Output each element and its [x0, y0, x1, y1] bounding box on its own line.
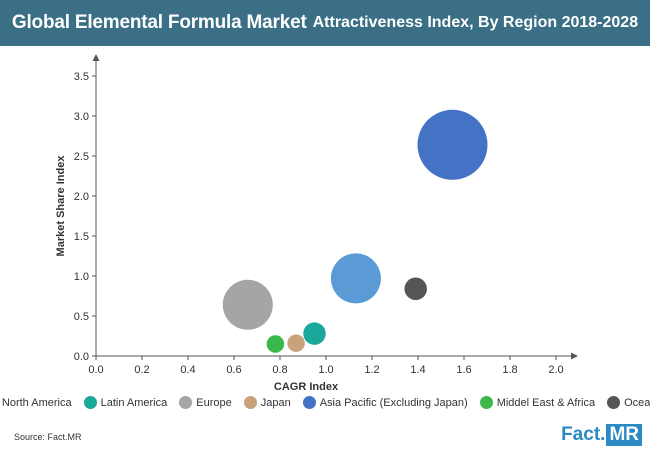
y-tick-label: 1.0 — [74, 271, 89, 283]
x-tick-label: 1.0 — [318, 364, 333, 376]
x-tick-label: 0.2 — [134, 364, 149, 376]
y-tick-label: 2.5 — [74, 151, 89, 163]
chart-subtitle: Attractiveness Index, By Region 2018-202… — [312, 14, 639, 31]
y-axis-title: Market Share Index — [55, 155, 67, 257]
bubble-asia-pacific-excluding-japan — [417, 109, 488, 180]
legend-item-asia-pacific-excluding-japan: Asia Pacific (Excluding Japan) — [302, 396, 468, 409]
legend-label: Oceania — [624, 396, 650, 409]
logo-mr-text: MR — [606, 424, 642, 446]
x-axis-arrow — [571, 352, 578, 360]
chart-legend: North America Latin America Europe Japan Asi… — [0, 396, 650, 409]
legend-label: Europe — [196, 396, 232, 409]
y-axis-arrow — [92, 54, 100, 61]
x-tick-label: 1.8 — [502, 364, 517, 376]
legend-label: Latin America — [100, 396, 168, 409]
y-tick-label: 1.5 — [74, 231, 89, 243]
legend-swatch — [243, 396, 257, 409]
legend-label: Asia Pacific (Excluding Japan) — [319, 396, 468, 409]
legend-item-latin-america: Latin America — [83, 396, 168, 409]
legend-swatch — [607, 396, 621, 409]
bubble-japan — [287, 334, 305, 352]
x-tick-label: 0.6 — [226, 364, 241, 376]
y-tick-label: 2.0 — [74, 191, 89, 203]
bubble-oceania — [404, 277, 427, 301]
x-axis-title: CAGR Index — [274, 381, 339, 393]
x-tick-label: 2.0 — [548, 364, 563, 376]
legend-label: North America — [1, 396, 72, 409]
legend-item-middel-east-africa: Middel East & Africa — [479, 396, 596, 409]
legend-item-oceania: Oceania — [607, 396, 650, 409]
bubble-north-america — [330, 253, 381, 304]
bubble-latin-america — [303, 322, 326, 345]
bubble-chart: 0.0 0.2 0.4 0.6 0.8 1.0 1.2 1.4 1.6 1.8 2.0 0.0 0.5 1… — [55, 54, 578, 393]
legend-item-europe: Europe — [179, 396, 232, 409]
x-tick-label: 0.8 — [272, 364, 287, 376]
legend-label: Middel East & Africa — [496, 396, 596, 409]
x-tick-label: 0.4 — [180, 364, 195, 376]
legend-label: Japan — [260, 396, 291, 409]
x-tick-label: 1.2 — [364, 364, 379, 376]
y-tick-label: 0.5 — [74, 311, 89, 323]
legend-swatch — [302, 396, 316, 409]
y-tick-label: 3.0 — [74, 111, 89, 123]
legend-swatch — [83, 396, 97, 409]
chart-bubbles — [222, 109, 488, 353]
source-note: Source: Fact.MR — [14, 432, 82, 442]
legend-item-japan: Japan — [243, 396, 291, 409]
bubble-middel-east-africa — [266, 335, 285, 353]
x-tick-label: 1.6 — [456, 364, 471, 376]
x-tick-label: 1.4 — [410, 364, 425, 376]
chart-title: Global Elemental Formula Market — [11, 12, 307, 33]
x-tick-label: 0.0 — [88, 364, 103, 376]
logo-fact-text: Fact. — [561, 424, 606, 445]
legend-swatch — [179, 396, 193, 409]
legend-item-north-america: North America — [0, 396, 72, 409]
bubble-europe — [222, 279, 273, 330]
y-tick-label: 0.0 — [74, 351, 89, 363]
chart-title-bar: Global Elemental Formula Market Attracti… — [0, 0, 650, 46]
y-tick-label: 3.5 — [74, 71, 89, 83]
factmr-logo: Fact. MR — [561, 424, 642, 446]
legend-swatch — [479, 396, 493, 409]
chart-axes: 0.0 0.2 0.4 0.6 0.8 1.0 1.2 1.4 1.6 1.8 2.0 0.0 0.5 1… — [74, 54, 578, 376]
